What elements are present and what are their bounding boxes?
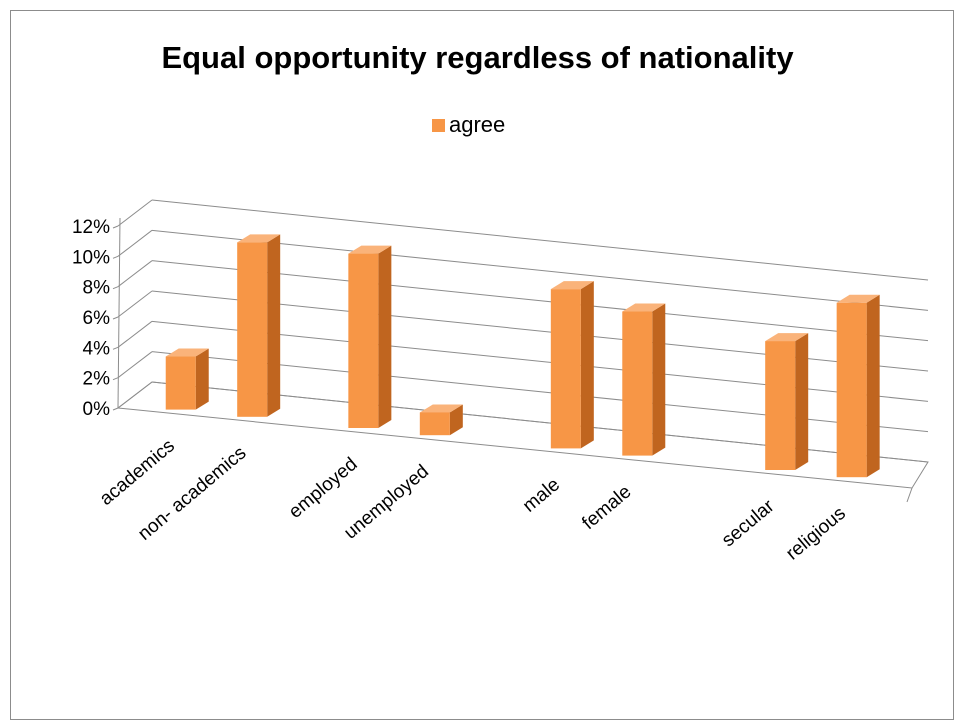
floor-right-edge: [906, 487, 913, 503]
y-tick: [112, 316, 119, 320]
bar-top: [348, 245, 392, 254]
gridline: [151, 229, 929, 311]
gridline: [151, 199, 929, 281]
bar-side: [795, 333, 809, 470]
wall-gridline: [117, 351, 153, 379]
bar-side: [866, 294, 880, 478]
wall-gridline: [117, 381, 153, 409]
x-tick-label: female: [578, 481, 635, 534]
y-tick-label: 12%: [72, 217, 110, 238]
x-tick-label: secular: [718, 495, 779, 551]
bar-side: [378, 245, 392, 428]
y-tick-label: 6%: [83, 308, 111, 329]
x-tick-label: academics: [96, 435, 179, 509]
bar: [419, 412, 450, 436]
y-tick-label: 8%: [83, 278, 111, 299]
x-tick-label: employed: [285, 454, 362, 523]
bar: [550, 289, 581, 449]
bar: [348, 253, 379, 428]
bar-top: [419, 404, 463, 413]
wall-gridline: [117, 290, 153, 318]
y-tick: [112, 225, 119, 229]
bar: [765, 341, 796, 470]
bar: [165, 356, 196, 410]
bar-top: [622, 303, 666, 312]
y-tick-label: 2%: [83, 369, 111, 390]
y-tick: [112, 286, 119, 290]
bar-side: [195, 348, 209, 410]
y-axis-line: [117, 217, 121, 409]
legend-swatch: [432, 118, 445, 132]
y-tick-label: 4%: [83, 338, 111, 359]
legend-label: agree: [449, 112, 506, 137]
bar-top: [836, 294, 880, 303]
bar-side: [652, 303, 666, 456]
y-tick-label: 10%: [72, 247, 110, 268]
wall-gridline: [117, 199, 153, 227]
y-tick: [112, 407, 119, 411]
bar-top: [165, 348, 209, 357]
y-tick-label: 0%: [83, 399, 111, 420]
bar-top: [765, 333, 809, 342]
bar-side: [449, 404, 463, 436]
y-tick: [112, 377, 119, 381]
y-tick: [112, 255, 119, 259]
bar-side: [580, 281, 594, 449]
wall-gridline: [117, 229, 153, 257]
bar: [237, 242, 268, 417]
gridline: [151, 260, 929, 342]
legend: agree: [432, 112, 505, 138]
bar: [622, 311, 653, 456]
bar-top: [237, 234, 281, 243]
bar-top: [550, 281, 594, 290]
bar: [836, 302, 867, 478]
x-tick-label: religious: [782, 503, 850, 565]
x-tick-label: male: [519, 474, 564, 517]
y-tick: [112, 346, 119, 350]
wall-gridline: [117, 260, 153, 288]
wall-gridline: [117, 320, 153, 348]
bar-side: [267, 234, 281, 417]
chart-title: Equal opportunity regardless of national…: [161, 40, 794, 75]
